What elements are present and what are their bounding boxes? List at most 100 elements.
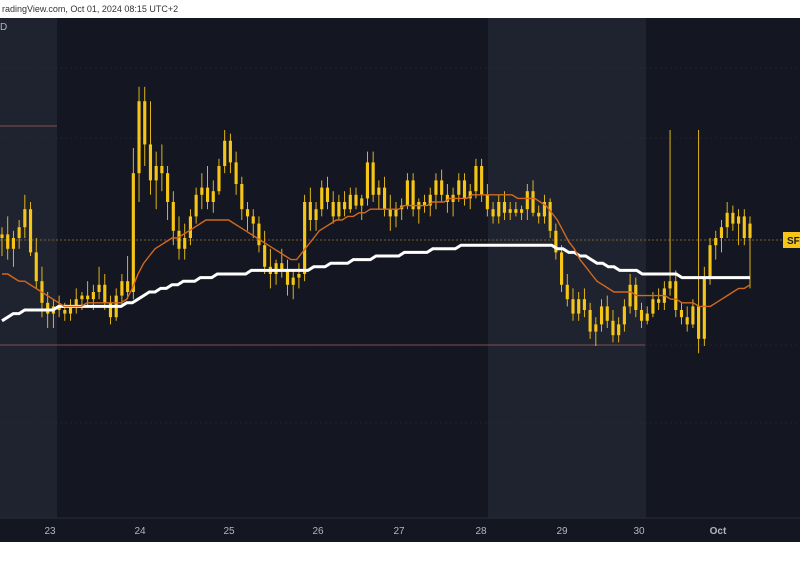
candle-body bbox=[422, 202, 427, 206]
x-tick-label: Oct bbox=[710, 526, 727, 537]
candle-body bbox=[525, 191, 529, 210]
candle-body bbox=[639, 310, 644, 321]
candle-body bbox=[468, 191, 472, 199]
candle-body bbox=[68, 306, 73, 314]
candle-body bbox=[697, 306, 701, 339]
price-tag-box bbox=[783, 232, 800, 248]
candle-body bbox=[634, 284, 638, 310]
chart-background bbox=[0, 18, 800, 542]
candle-body bbox=[263, 245, 267, 267]
candle-body bbox=[257, 223, 261, 246]
candle-body bbox=[594, 324, 598, 332]
candle-body bbox=[702, 277, 706, 339]
ma-slow-line bbox=[1, 243, 750, 323]
candle-body bbox=[611, 320, 615, 336]
candle-body bbox=[0, 234, 4, 238]
candle-body bbox=[554, 230, 558, 253]
candle-body bbox=[622, 306, 626, 325]
candle-body bbox=[86, 295, 90, 300]
candle-body bbox=[691, 306, 695, 325]
candle-body bbox=[303, 202, 307, 274]
candle-body bbox=[6, 234, 10, 249]
candle-body bbox=[91, 292, 95, 300]
candle-body bbox=[166, 173, 170, 202]
candle-body bbox=[251, 216, 255, 224]
candle-body bbox=[462, 180, 467, 199]
candle-body bbox=[205, 187, 210, 202]
candle-body bbox=[108, 302, 113, 318]
candle-body bbox=[497, 202, 501, 217]
candle-body bbox=[542, 202, 547, 217]
candle-body bbox=[428, 194, 432, 206]
candle-body bbox=[411, 180, 415, 210]
candle-body bbox=[131, 173, 135, 292]
candle-body bbox=[560, 252, 564, 285]
candle-body bbox=[508, 209, 512, 213]
x-tick-label: 25 bbox=[223, 526, 235, 537]
candle-body bbox=[657, 299, 661, 303]
candle-body bbox=[731, 212, 735, 224]
candle-body bbox=[57, 306, 61, 310]
candle-body bbox=[325, 187, 330, 202]
bottom-strip bbox=[0, 542, 800, 566]
candle-body bbox=[211, 191, 215, 202]
candle-body bbox=[314, 209, 318, 220]
candle-body bbox=[377, 187, 381, 195]
candle-body bbox=[343, 202, 347, 210]
candle-body bbox=[674, 281, 678, 310]
candle-body bbox=[520, 209, 524, 213]
candle-body bbox=[577, 299, 581, 314]
candle-body bbox=[440, 180, 444, 195]
candle-body bbox=[480, 166, 484, 195]
candle-body bbox=[457, 180, 461, 195]
candle-body bbox=[491, 209, 495, 217]
source-credit: radingView.com, Oct 01, 2024 08:15 UTC+2 bbox=[2, 4, 179, 14]
candle-body bbox=[223, 140, 227, 166]
x-tick-label: 26 bbox=[312, 526, 324, 537]
candle-body bbox=[685, 317, 689, 325]
candle-body bbox=[548, 202, 552, 231]
candle-body bbox=[308, 202, 312, 220]
candle-body bbox=[74, 299, 78, 307]
candle-body bbox=[748, 223, 752, 238]
x-tick-label: 30 bbox=[633, 526, 645, 537]
candle-body bbox=[200, 187, 204, 195]
candle-body bbox=[365, 162, 370, 199]
chart-area[interactable]: D SF 23 24 25 26 27 28 29 30 Oct bbox=[0, 18, 800, 542]
corner-mark: D bbox=[0, 22, 7, 33]
candle-body bbox=[599, 306, 604, 325]
candle-body bbox=[28, 209, 33, 253]
candle-body bbox=[742, 216, 746, 238]
candle-body bbox=[17, 227, 21, 238]
candle-body bbox=[126, 281, 130, 292]
candle-body bbox=[537, 212, 541, 217]
candle-body bbox=[177, 230, 181, 249]
candle-body bbox=[388, 209, 392, 217]
x-tick-label: 27 bbox=[393, 526, 405, 537]
candle-body bbox=[320, 187, 324, 210]
candle-body bbox=[737, 216, 741, 224]
candle-body bbox=[63, 310, 67, 314]
candle-body bbox=[143, 101, 147, 145]
candle-body bbox=[188, 216, 192, 238]
x-tick-label: 29 bbox=[556, 526, 568, 537]
candle-body bbox=[285, 270, 290, 285]
candle-body bbox=[280, 263, 284, 271]
candle-body bbox=[354, 194, 358, 206]
candle-body bbox=[297, 274, 301, 278]
candle-body bbox=[274, 263, 278, 274]
candle-body bbox=[645, 313, 649, 321]
candle-body bbox=[571, 299, 575, 314]
candle-body bbox=[405, 180, 409, 206]
price-chart[interactable]: D SF 23 24 25 26 27 28 29 30 Oct bbox=[0, 18, 800, 542]
candle-body bbox=[34, 252, 38, 282]
candle-body bbox=[120, 281, 124, 296]
candle-body bbox=[183, 238, 187, 249]
candle-body bbox=[531, 191, 535, 213]
candle-body bbox=[582, 299, 586, 310]
candle-body bbox=[445, 194, 449, 202]
candle-body bbox=[240, 184, 244, 210]
candle-body bbox=[434, 180, 438, 195]
candle-body bbox=[97, 284, 101, 292]
candle-body bbox=[474, 166, 478, 192]
